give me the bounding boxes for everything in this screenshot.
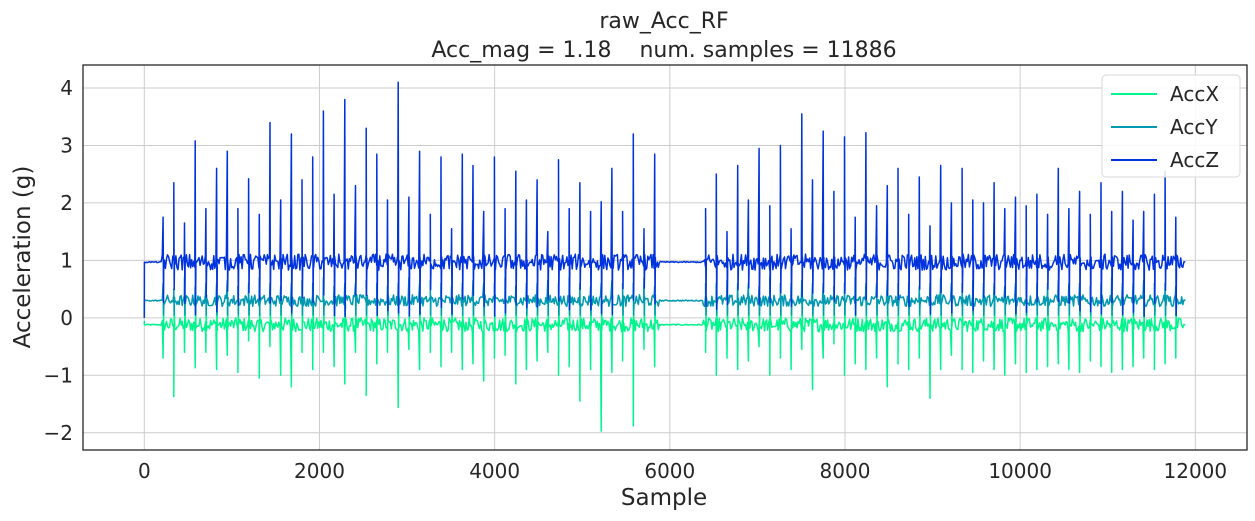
- x-tick-label: 2000: [294, 459, 345, 483]
- y-tick-label: 3: [60, 133, 73, 157]
- y-tick-label: 4: [60, 76, 73, 100]
- y-tick-label: 2: [60, 191, 73, 215]
- series-line-accx: [143, 303, 1186, 432]
- legend-box: [1101, 74, 1241, 178]
- series-line-accz: [143, 81, 1186, 318]
- series-line-accy: [143, 276, 1186, 318]
- chart-title: raw_Acc_RF: [599, 9, 728, 34]
- legend-label-accz: AccZ: [1170, 148, 1219, 172]
- y-tick-label: 1: [60, 248, 73, 272]
- y-tick-label: −1: [44, 363, 73, 387]
- x-axis-ticks: 0 2000 4000 6000 8000 10000 12000: [138, 459, 1227, 483]
- y-tick-label: −2: [44, 421, 73, 445]
- x-tick-label: 8000: [820, 459, 871, 483]
- x-tick-label: 0: [138, 459, 151, 483]
- y-axis-ticks: −2 −1 0 1 2 3 4: [44, 76, 73, 445]
- chart-subtitle: Acc_mag = 1.18 num. samples = 11886: [431, 38, 896, 63]
- x-tick-label: 10000: [988, 459, 1052, 483]
- legend: AccX AccY AccZ: [1101, 74, 1241, 178]
- legend-label-accy: AccY: [1170, 115, 1218, 139]
- x-axis-label: Sample: [621, 485, 707, 511]
- axes-frame: [82, 64, 1248, 451]
- legend-label-accx: AccX: [1170, 82, 1219, 106]
- y-axis-label: Acceleration (g): [10, 166, 36, 349]
- y-tick-label: 0: [60, 306, 73, 330]
- x-tick-label: 12000: [1164, 459, 1228, 483]
- plot-area: [143, 81, 1186, 432]
- grid-lines: [83, 65, 1247, 450]
- x-tick-label: 6000: [644, 459, 695, 483]
- x-tick-label: 4000: [469, 459, 520, 483]
